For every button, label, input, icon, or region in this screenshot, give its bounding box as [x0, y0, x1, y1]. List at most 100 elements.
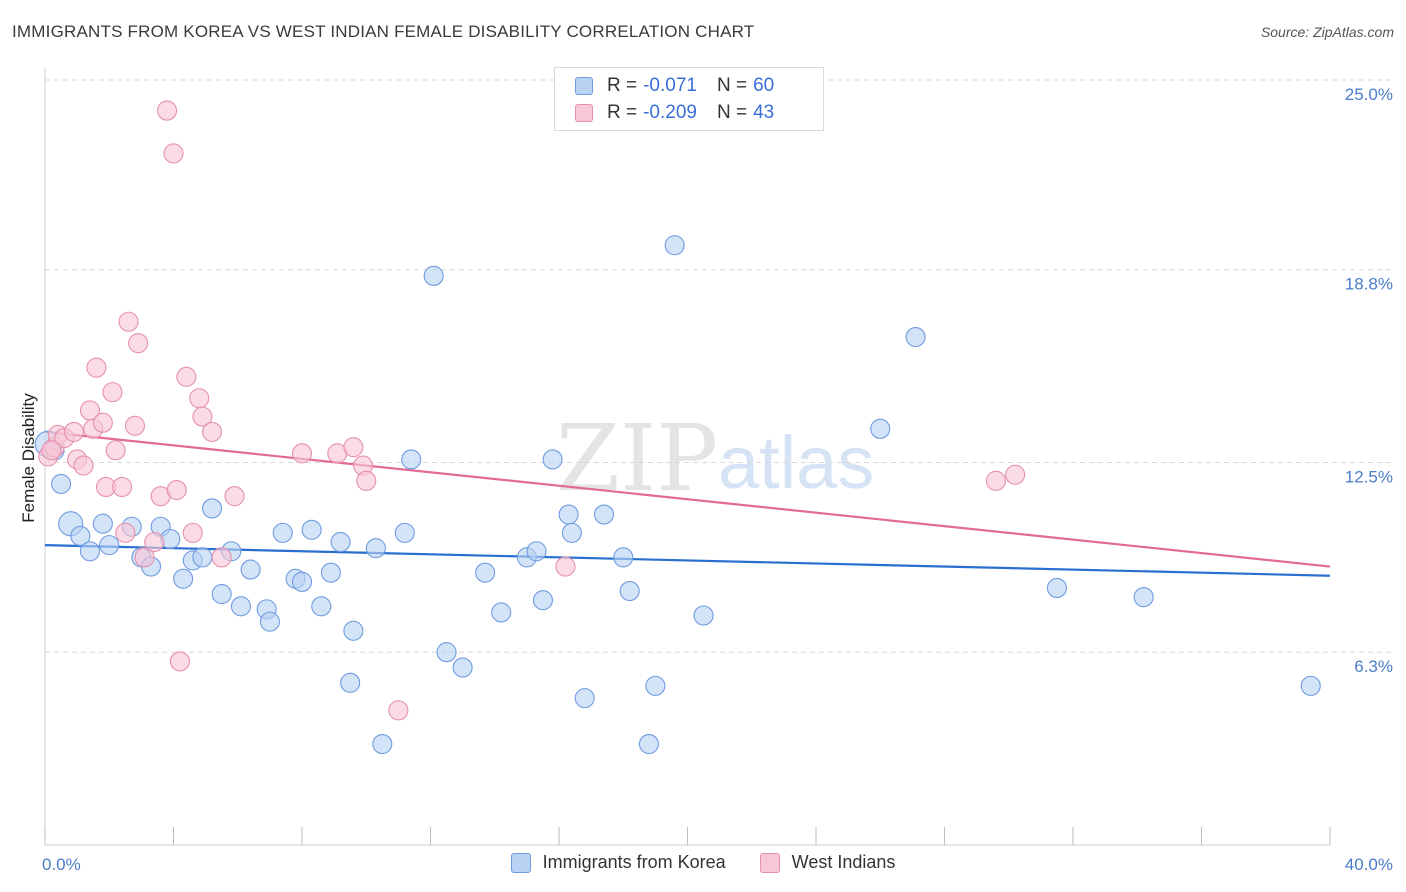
data-point [73, 455, 94, 476]
data-point [259, 611, 280, 632]
legend-r-value: -0.071 [643, 75, 697, 96]
y-axis-title: Female Disability [19, 393, 38, 523]
legend-r-label: R = [607, 75, 638, 96]
data-point [63, 421, 84, 442]
data-point [166, 479, 187, 501]
data-point [343, 437, 364, 458]
data-point [173, 568, 194, 589]
y-tick-label: 25.0% [1345, 85, 1393, 104]
data-point [905, 326, 926, 348]
data-point [51, 473, 72, 494]
data-point [664, 235, 685, 256]
data-point [240, 559, 261, 580]
data-point [105, 440, 126, 461]
data-point [542, 449, 563, 470]
data-point [1046, 577, 1067, 599]
data-point [99, 535, 120, 556]
data-point [693, 605, 714, 626]
series-legend-west-indians[interactable]: West Indians [759, 852, 895, 873]
data-point [182, 522, 203, 543]
data-point [356, 470, 377, 491]
data-point [1005, 464, 1026, 485]
watermark: ZIP atlas [556, 405, 874, 512]
data-point [555, 556, 576, 577]
data-point [613, 547, 634, 568]
data-point [134, 547, 155, 568]
x-tick-label: 0.0% [42, 855, 81, 874]
data-point [211, 584, 232, 605]
y-tick-label: 18.8% [1345, 275, 1393, 294]
y-tick-label: 6.3% [1354, 657, 1393, 676]
series-legend-korea[interactable]: Immigrants from Korea [510, 852, 726, 873]
data-point [92, 412, 113, 433]
trend-lines [44, 430, 1331, 577]
legend-r-label: R = [607, 102, 638, 123]
data-point [491, 602, 512, 623]
data-point [202, 421, 223, 442]
data-point [638, 733, 660, 755]
data-point [574, 688, 595, 709]
legend-r-value: -0.209 [643, 102, 697, 123]
x-tick-labels: 0.0% 40.0% [42, 855, 1393, 874]
data-point [985, 470, 1006, 491]
trend-line-korea [44, 544, 1331, 577]
data-point [230, 596, 252, 617]
data-point [70, 525, 91, 546]
y-tick-label: 12.5% [1345, 468, 1393, 487]
data-point [224, 486, 245, 507]
data-point [169, 651, 190, 672]
data-point [128, 333, 149, 354]
data-point [41, 440, 62, 461]
series-name-korea: Immigrants from Korea [542, 852, 726, 872]
data-point [475, 562, 496, 583]
data-point [157, 100, 178, 121]
data-point [372, 733, 393, 755]
series-legend: Immigrants from Korea West Indians [0, 852, 1406, 873]
data-point [176, 366, 197, 387]
source-label: Source: ZipAtlas.com [1260, 24, 1394, 40]
data-point [401, 449, 422, 470]
data-point [645, 675, 666, 696]
data-point [423, 265, 444, 286]
data-point [452, 657, 473, 678]
data-point [102, 382, 123, 403]
data-point [593, 504, 615, 525]
data-point [340, 672, 361, 693]
data-point [272, 522, 293, 543]
data-point [343, 620, 364, 641]
series-swatch-west-indians [759, 852, 780, 873]
data-point [301, 519, 322, 540]
data-point [330, 532, 351, 553]
data-point [311, 596, 332, 617]
data-point [320, 562, 341, 583]
legend-n-value: 60 [753, 75, 775, 96]
legend-row-korea: R = -0.071 N = 60 [575, 73, 774, 99]
series-swatch-korea [510, 852, 531, 873]
legend-swatch-west-indians [575, 104, 593, 122]
data-point [115, 522, 136, 543]
data-point [526, 541, 547, 562]
data-point [189, 388, 210, 409]
data-point [1133, 587, 1154, 608]
data-point [124, 415, 145, 436]
data-point [558, 504, 579, 525]
y-tick-labels: 6.3% 12.5% 18.8% 25.0% [1345, 85, 1393, 676]
data-point [192, 547, 213, 568]
legend-n-value: 43 [753, 102, 775, 123]
chart-title: IMMIGRANTS FROM KOREA VS WEST INDIAN FEM… [12, 22, 755, 41]
watermark-zip: ZIP [556, 405, 718, 512]
legend-swatch-korea [575, 77, 593, 95]
data-point [870, 418, 891, 439]
legend-n-label: N = [716, 75, 748, 96]
data-point [211, 547, 232, 568]
x-tick-label: 40.0% [1345, 855, 1393, 874]
data-point [118, 311, 139, 332]
data-point [1300, 675, 1321, 696]
data-point [144, 532, 165, 553]
data-points [34, 100, 1321, 755]
data-point [79, 541, 101, 562]
trend-line-west-indians [44, 430, 1331, 568]
data-point [394, 522, 415, 543]
data-point [202, 498, 223, 519]
